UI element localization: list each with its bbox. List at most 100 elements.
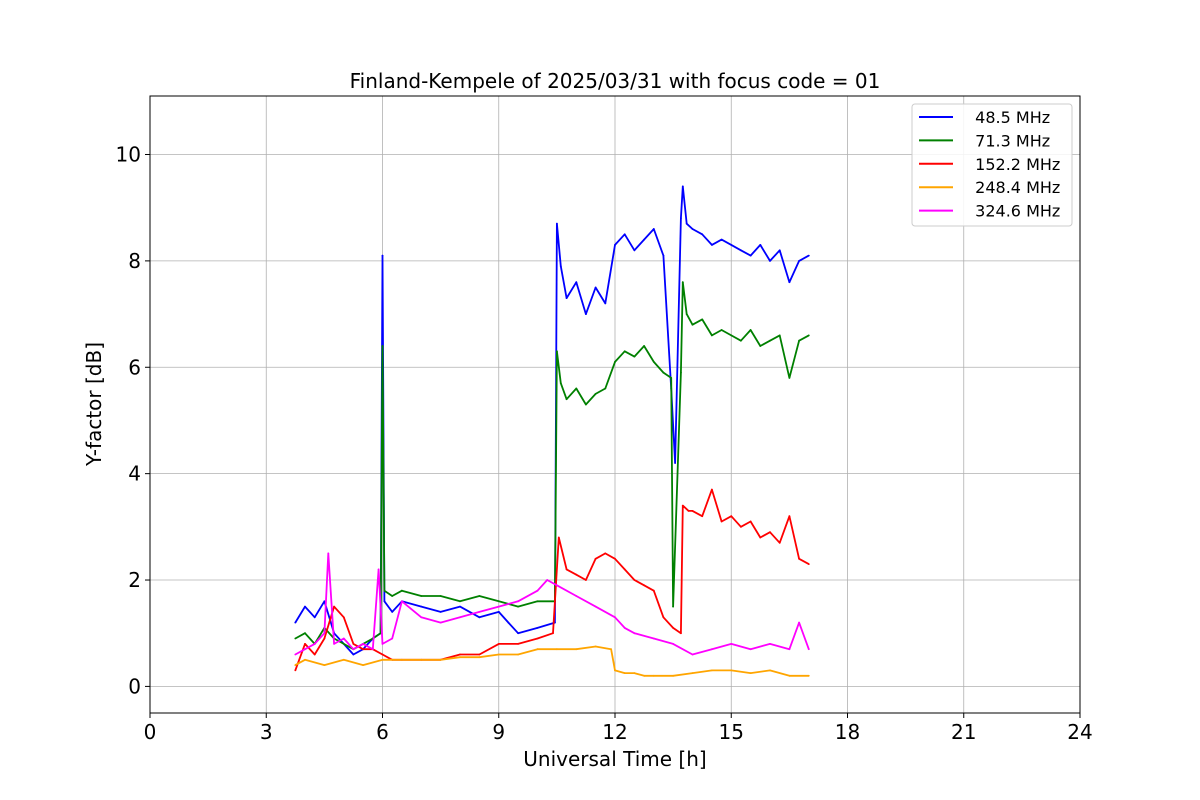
series-4-point bbox=[788, 648, 791, 651]
series-0-point bbox=[604, 302, 607, 305]
series-2-point bbox=[778, 541, 781, 544]
series-0-point bbox=[652, 228, 655, 230]
series-0-point bbox=[662, 254, 665, 257]
series-4-point bbox=[517, 600, 519, 603]
series-3-point bbox=[323, 664, 326, 666]
series-2-point bbox=[565, 568, 568, 571]
series-3-point bbox=[420, 658, 423, 661]
series-1-point bbox=[585, 403, 587, 406]
series-2-point bbox=[294, 669, 297, 672]
series-2-point bbox=[342, 616, 345, 619]
series-2-point bbox=[352, 643, 355, 645]
series-2-point bbox=[730, 515, 733, 518]
series-0-point bbox=[459, 605, 461, 608]
series-1-point bbox=[643, 345, 645, 347]
series-1-point bbox=[604, 387, 607, 390]
series-0-point bbox=[759, 244, 762, 246]
x-axis-label: Universal Time [h] bbox=[523, 747, 706, 771]
series-0-point bbox=[556, 222, 558, 225]
series-2-point bbox=[517, 643, 519, 645]
series-1-point bbox=[807, 334, 810, 337]
series-0-point bbox=[313, 616, 316, 619]
series-1-point bbox=[623, 350, 626, 353]
series-0-point bbox=[749, 254, 752, 257]
series-3-point bbox=[749, 672, 752, 674]
legend-entry: 48.5 MHz bbox=[965, 108, 1050, 127]
series-3-point bbox=[575, 648, 578, 651]
series-3-point bbox=[652, 674, 655, 677]
series-1-point bbox=[575, 387, 578, 390]
series-0-point bbox=[720, 238, 723, 241]
series-1-point bbox=[691, 323, 694, 326]
series-1-point bbox=[798, 339, 800, 342]
series-4-point bbox=[362, 643, 364, 645]
series-0-point bbox=[778, 249, 781, 252]
series-1-point bbox=[711, 334, 713, 337]
legend-entry: 248.4 MHz bbox=[965, 178, 1060, 197]
series-line-4 bbox=[294, 552, 810, 656]
series-3-point bbox=[594, 645, 597, 648]
series-3-point bbox=[556, 648, 558, 651]
series-2-point bbox=[662, 616, 665, 619]
series-3-point bbox=[517, 653, 519, 656]
series-1-point bbox=[342, 643, 345, 645]
series-0-point bbox=[701, 233, 704, 236]
series-2-point bbox=[323, 637, 326, 640]
series-4-point bbox=[798, 621, 800, 624]
series-4-point bbox=[730, 643, 733, 645]
series-3-point bbox=[788, 674, 791, 677]
series-0-point bbox=[681, 185, 684, 188]
series-2-point bbox=[381, 653, 384, 656]
series-2-point bbox=[585, 579, 587, 581]
legend-entry: 324.6 MHz bbox=[965, 202, 1060, 221]
series-3-point bbox=[497, 653, 500, 656]
series-3-point bbox=[691, 672, 694, 674]
series-3-point bbox=[459, 656, 461, 659]
series-4-point bbox=[478, 611, 481, 613]
series-3-point bbox=[643, 674, 645, 677]
series-4-point bbox=[546, 579, 549, 581]
series-2-point bbox=[769, 531, 771, 534]
series-4-point bbox=[614, 616, 616, 619]
series-4-point bbox=[594, 605, 597, 608]
series-4-point bbox=[556, 584, 558, 587]
y-axis-label: Y-factor [dB] bbox=[82, 342, 106, 467]
y-tick-label: 8 bbox=[128, 249, 141, 273]
series-0-point bbox=[711, 244, 713, 246]
series-2-point bbox=[711, 488, 713, 491]
y-tick-label: 10 bbox=[116, 143, 141, 167]
series-4-point bbox=[401, 600, 403, 603]
series-2-point bbox=[788, 515, 791, 518]
series-0-point bbox=[769, 260, 771, 262]
series-3-point bbox=[362, 664, 364, 666]
y-tick-label: 0 bbox=[128, 674, 141, 698]
series-2-point bbox=[362, 648, 364, 651]
x-tick-label: 24 bbox=[1067, 720, 1092, 744]
series-2-point bbox=[557, 536, 560, 539]
x-tick-label: 21 bbox=[951, 720, 976, 744]
series-4-point bbox=[691, 653, 694, 656]
series-0-point bbox=[807, 254, 810, 257]
series-2-point bbox=[333, 605, 335, 608]
x-tick-label: 3 bbox=[260, 720, 273, 744]
series-0-point bbox=[585, 313, 587, 315]
series-1-point bbox=[459, 600, 461, 603]
series-0-point bbox=[643, 238, 645, 241]
series-1-point bbox=[680, 371, 682, 374]
series-0-point bbox=[559, 265, 562, 268]
series-4-point bbox=[633, 632, 636, 635]
series-0-point bbox=[323, 600, 326, 603]
series-2-point bbox=[575, 573, 578, 576]
series-2-point bbox=[681, 504, 684, 507]
series-0-point bbox=[478, 616, 481, 619]
series-2-point bbox=[594, 557, 597, 560]
series-2-point bbox=[687, 510, 690, 512]
series-2-point bbox=[798, 557, 800, 560]
legend-entry: 152.2 MHz bbox=[965, 155, 1060, 174]
series-4-point bbox=[377, 568, 380, 571]
series-4-point bbox=[439, 621, 442, 624]
series-0-point bbox=[497, 611, 500, 613]
series-0-point bbox=[680, 217, 682, 220]
series-1-point bbox=[740, 339, 742, 342]
series-2-point bbox=[478, 653, 481, 656]
